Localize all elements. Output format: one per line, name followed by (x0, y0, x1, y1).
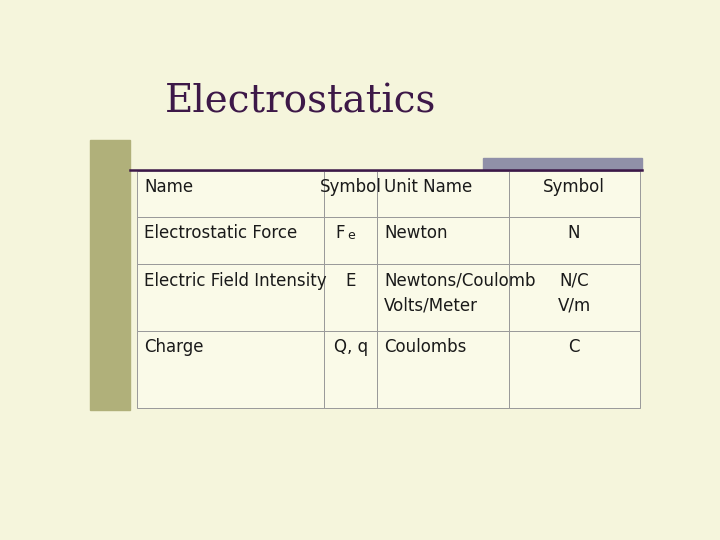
Bar (324, 171, 377, 217)
Text: Electric Field Intensity: Electric Field Intensity (144, 272, 327, 290)
Text: Q, q: Q, q (334, 339, 368, 356)
Text: Symbol: Symbol (320, 178, 382, 197)
Bar (508, 217, 639, 265)
Text: N: N (568, 224, 580, 242)
Text: F: F (336, 224, 346, 242)
Text: Newton: Newton (384, 224, 448, 242)
Text: Symbol: Symbol (543, 178, 605, 197)
Text: Newtons/Coulomb
Volts/Meter: Newtons/Coulomb Volts/Meter (384, 272, 536, 315)
Bar (90, 140, 130, 410)
Bar (138, 217, 324, 265)
Bar (508, 171, 639, 217)
Bar (377, 331, 508, 408)
Text: Electrostatic Force: Electrostatic Force (144, 224, 297, 242)
Bar (508, 331, 639, 408)
Bar (138, 265, 324, 331)
Bar (324, 217, 377, 265)
Text: E: E (346, 272, 356, 290)
Text: Unit Name: Unit Name (384, 178, 472, 197)
Text: e: e (348, 229, 355, 242)
Text: N/C
V/m: N/C V/m (557, 272, 590, 315)
Bar (324, 265, 377, 331)
Bar (377, 171, 508, 217)
Bar (138, 171, 324, 217)
Text: Name: Name (144, 178, 193, 197)
Text: Electrostatics: Electrostatics (166, 84, 437, 121)
Text: Charge: Charge (144, 339, 204, 356)
Bar (377, 265, 508, 331)
Bar (138, 331, 324, 408)
Bar (483, 158, 642, 170)
Bar (324, 331, 377, 408)
Text: C: C (568, 339, 580, 356)
Bar (508, 265, 639, 331)
Text: Coulombs: Coulombs (384, 339, 467, 356)
Bar (377, 217, 508, 265)
